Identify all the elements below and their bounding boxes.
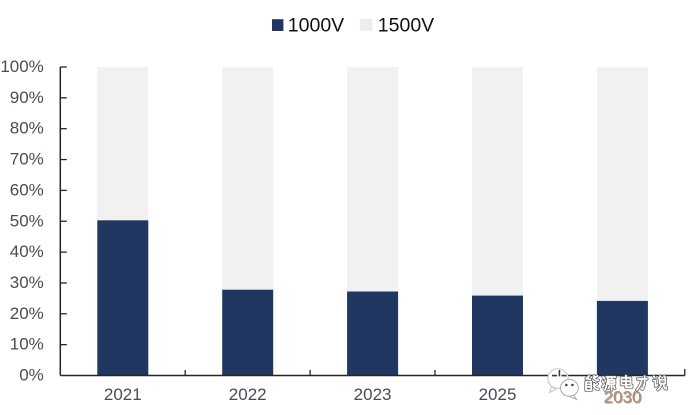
svg-text:0%: 0% — [19, 366, 44, 385]
svg-text:2030: 2030 — [604, 389, 642, 408]
svg-text:90%: 90% — [10, 88, 44, 107]
svg-text:2030: 2030 — [603, 388, 641, 407]
svg-text:2022: 2022 — [229, 385, 267, 404]
svg-text:2025: 2025 — [479, 385, 517, 404]
svg-text:2023: 2023 — [354, 385, 392, 404]
svg-text:50%: 50% — [10, 211, 44, 230]
svg-text:60%: 60% — [10, 180, 44, 199]
svg-text:10%: 10% — [10, 335, 44, 354]
svg-text:2021: 2021 — [104, 385, 142, 404]
svg-text:1500V: 1500V — [378, 14, 434, 36]
svg-text:70%: 70% — [10, 150, 44, 169]
svg-text:100%: 100% — [0, 57, 43, 76]
svg-text:30%: 30% — [10, 273, 44, 292]
svg-text:1000V: 1000V — [288, 14, 344, 36]
svg-text:40%: 40% — [10, 242, 44, 261]
svg-text:20%: 20% — [10, 304, 44, 323]
svg-text:80%: 80% — [10, 119, 44, 138]
